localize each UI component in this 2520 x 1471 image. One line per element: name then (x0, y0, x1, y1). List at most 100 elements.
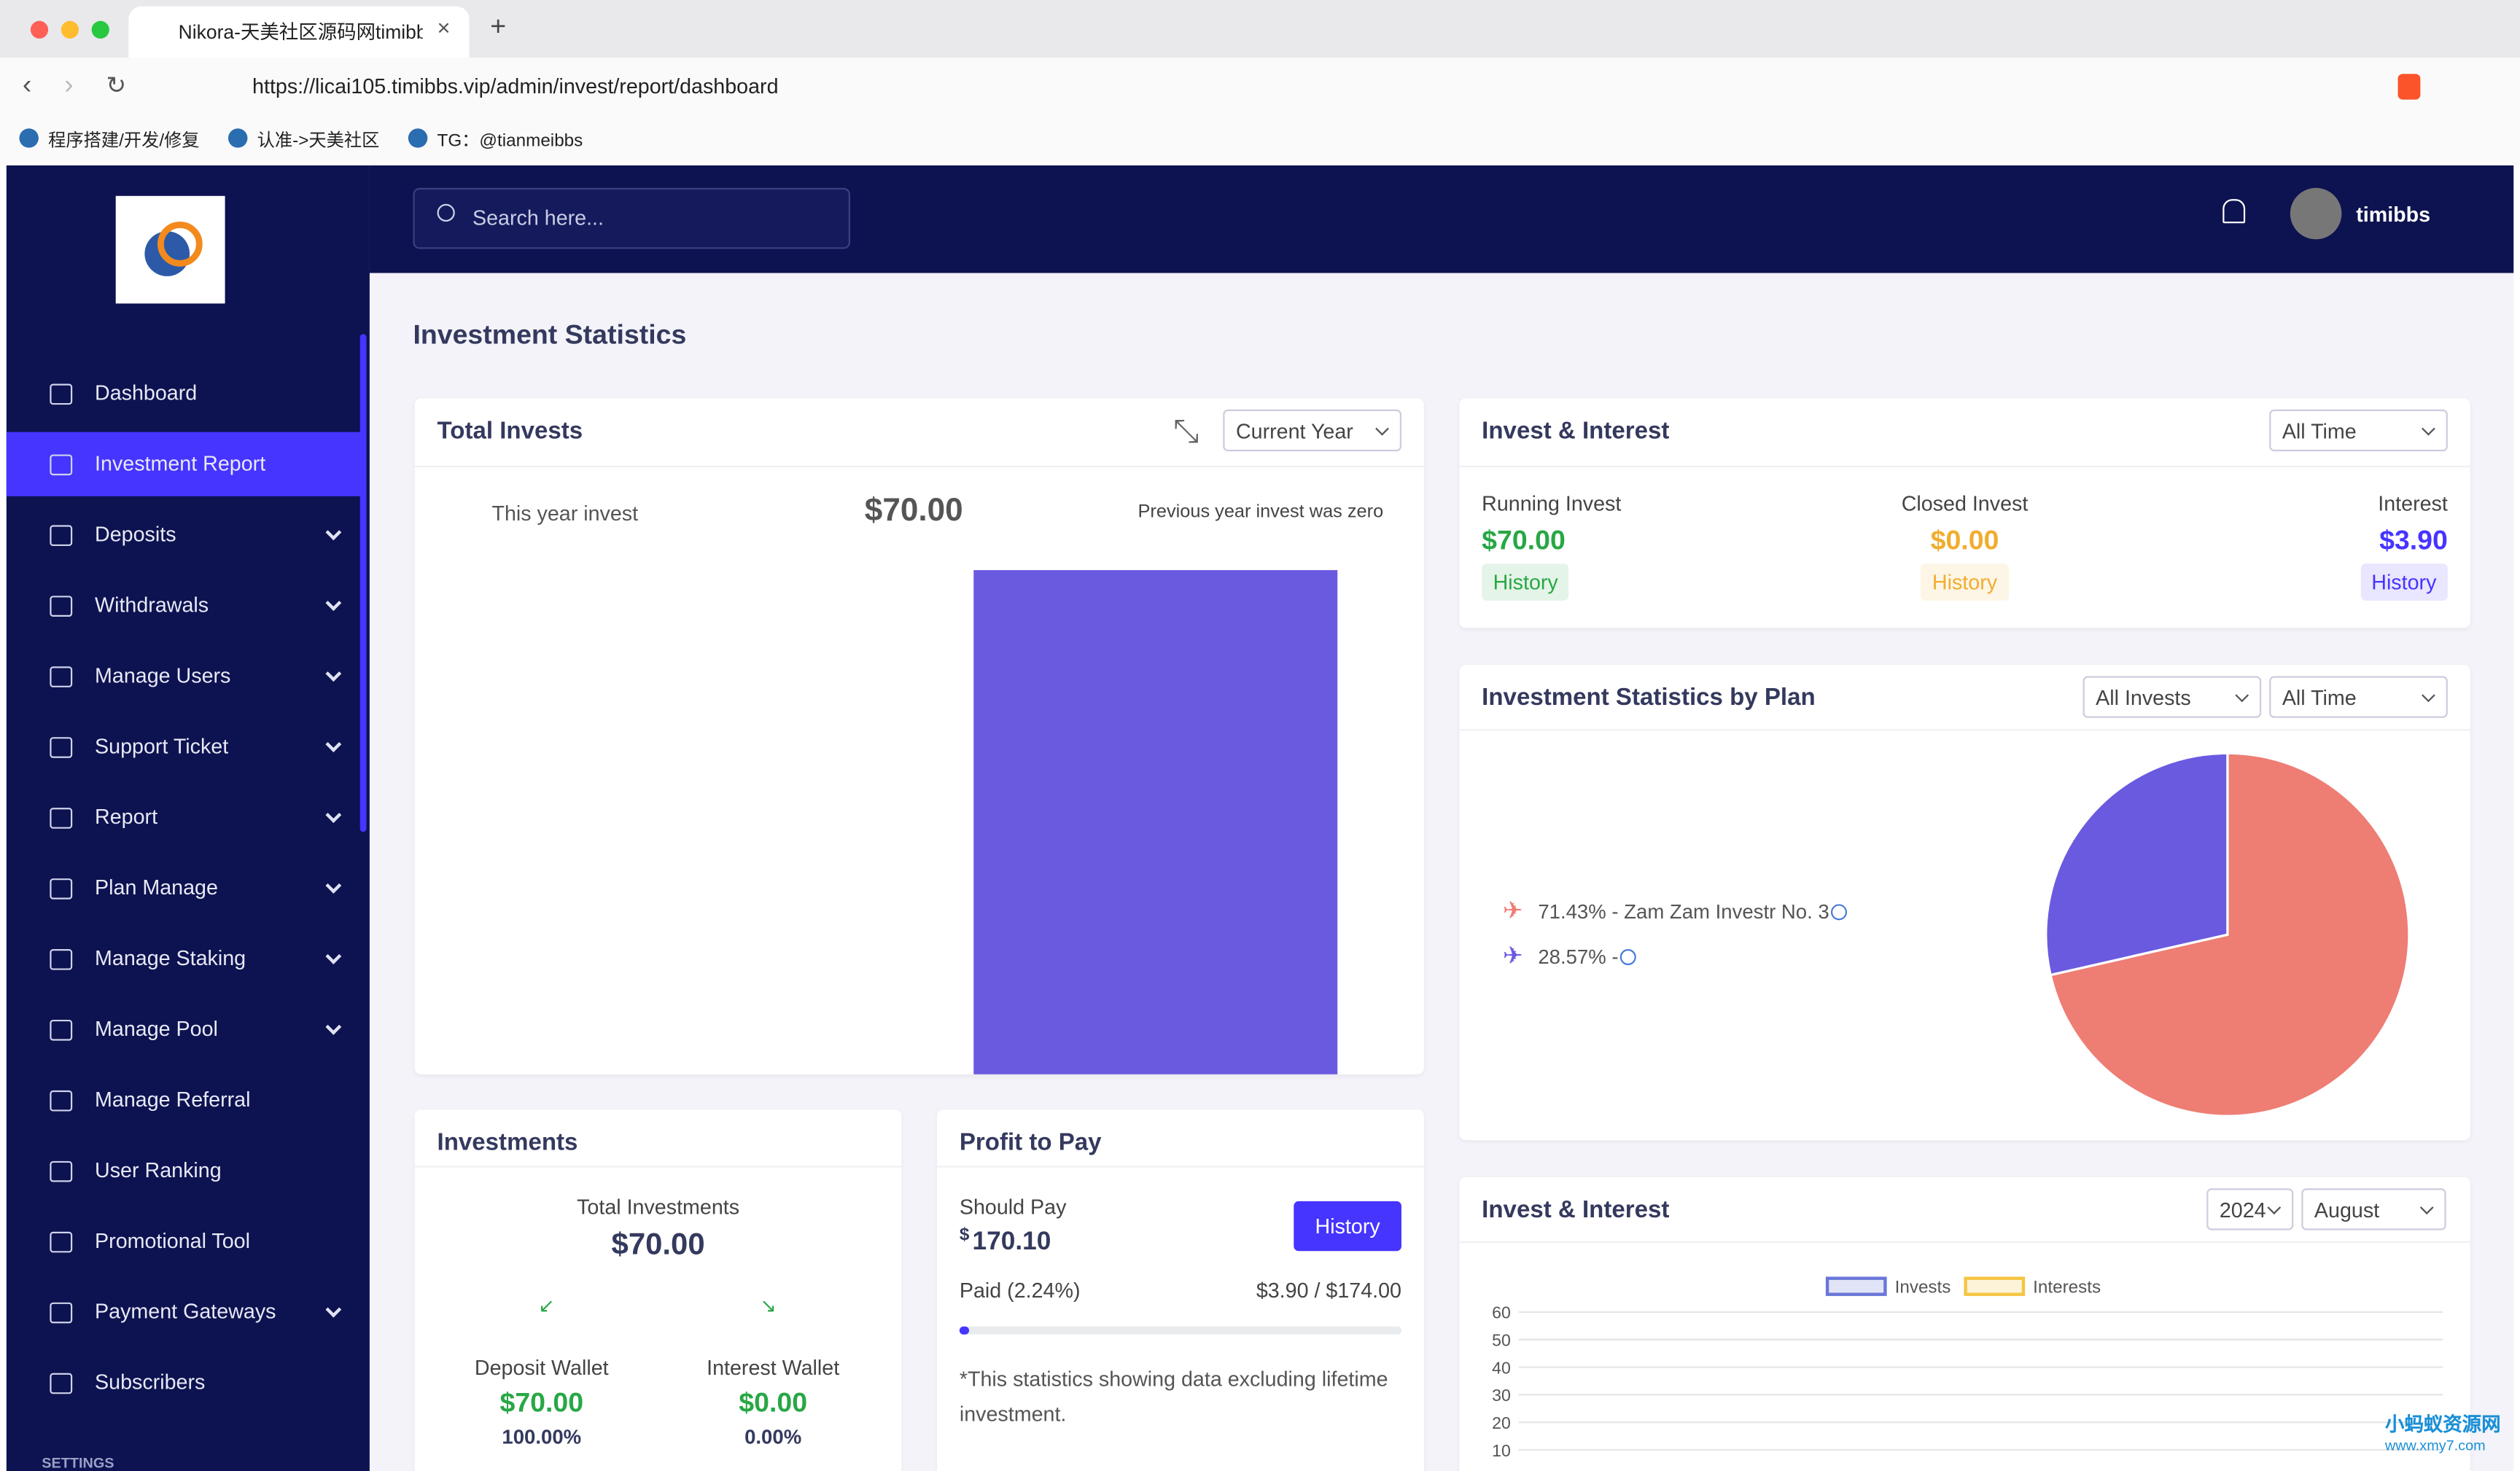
menu-label: Dashboard (95, 381, 198, 405)
card-title: Profit to Pay (959, 1128, 1102, 1157)
logo[interactable] (115, 195, 225, 304)
stat-label: Closed Invest (1901, 491, 2029, 516)
stat-label: Running Invest (1482, 491, 1622, 516)
month-select[interactable]: August (2301, 1188, 2446, 1230)
bookmark[interactable]: TG：@tianmeibbs (437, 131, 583, 152)
menu-label: Report (95, 804, 158, 829)
history-button[interactable]: History (1294, 1201, 1401, 1252)
tab-close[interactable]: × (437, 14, 451, 41)
legend-label: Interests (2033, 1278, 2101, 1298)
reload[interactable]: ↻ (106, 72, 127, 100)
filter-select[interactable]: All Time (2269, 676, 2448, 718)
y-tick-label: 30 (1492, 1386, 1511, 1405)
menu-item[interactable]: Promotional Tool (7, 1209, 363, 1273)
period-select[interactable]: Current Year (1223, 409, 1401, 452)
back[interactable]: ‹ (22, 69, 32, 100)
chevron (325, 666, 342, 682)
label: Paid (2.24%) (959, 1278, 1081, 1303)
new-tab[interactable]: + (490, 11, 507, 42)
menu-label: Withdrawals (95, 592, 209, 617)
menu-item[interactable]: Investment Report (6, 432, 364, 496)
search[interactable] (413, 187, 850, 249)
menu-label: Support Ticket (95, 733, 229, 758)
bell[interactable] (2222, 199, 2246, 224)
wallet-value: $70.00 (499, 1387, 584, 1419)
menu-item[interactable]: Manage Pool (7, 997, 363, 1061)
bookmark[interactable]: 认准->天美社区 (257, 131, 380, 152)
menu-icon (50, 454, 73, 476)
collapse-icon[interactable]: ⤡ (1172, 414, 1199, 450)
menu-item[interactable]: Report (7, 785, 363, 849)
bookmark-icon (408, 128, 428, 148)
legend-icon: ✈ (1503, 943, 1523, 969)
menu-icon (50, 1373, 73, 1394)
info-icon (1619, 949, 1636, 966)
investments-card: Investments Total Investments $70.00 ↙ ↘… (414, 1109, 902, 1471)
menu-item[interactable]: Payment Gateways (7, 1280, 363, 1344)
menu-icon (50, 1090, 73, 1112)
menu-icon (50, 383, 73, 405)
menu-item[interactable]: Manage Users (7, 644, 363, 708)
avatar[interactable] (2290, 187, 2342, 240)
chevron (325, 878, 342, 894)
menu-label: Manage Pool (95, 1016, 218, 1041)
url[interactable]: https://licai105.timibbs.vip/admin/inves… (252, 74, 779, 98)
menu-item[interactable]: Dashboard (7, 362, 363, 426)
chevron (325, 948, 342, 964)
bar-chart (973, 570, 1338, 1074)
chevron (325, 595, 342, 612)
menu-label: Payment Gateways (95, 1299, 276, 1324)
menu-label: Investment Report (95, 451, 266, 476)
card-title: Investments (437, 1128, 578, 1157)
menu-icon (50, 808, 73, 829)
menu-label: Promotional Tool (95, 1228, 250, 1253)
menu-item[interactable]: Deposits (7, 503, 363, 567)
tab-title: Nikora-天美社区源码网timibbs (178, 20, 423, 44)
search-icon (437, 203, 455, 222)
legend-swatch (1825, 1276, 1887, 1296)
value: $3.90 / $174.00 (1256, 1278, 1401, 1303)
legend-icon: ✈ (1503, 897, 1523, 924)
year-select[interactable]: 2024 (2206, 1188, 2294, 1230)
username[interactable]: timibbs (2356, 202, 2431, 227)
stat-value: $3.90 (2379, 525, 2448, 556)
chevron (325, 524, 342, 541)
history-wrap: History (2360, 563, 2448, 601)
menu-label: Manage Staking (95, 945, 246, 970)
note: Previous year invest was zero (1138, 502, 1384, 523)
section-label: SETTINGS (42, 1455, 114, 1471)
menu-label: Manage Referral (95, 1087, 251, 1112)
menu-icon (50, 1019, 73, 1041)
filter-select[interactable]: All Invests (2082, 676, 2262, 718)
history-button[interactable]: History (1921, 563, 2009, 601)
menu-label: Deposits (95, 522, 176, 547)
menu-item[interactable]: Manage Staking (7, 926, 363, 991)
brave-icon[interactable] (2398, 74, 2421, 100)
bookmark-icon (228, 128, 248, 148)
legend-label: 71.43% - Zam Zam Investr No. 3 (1538, 900, 1829, 923)
scrollbar (359, 334, 367, 832)
history-button[interactable]: History (2360, 563, 2448, 601)
chevron (325, 1018, 342, 1035)
menu-item[interactable]: Manage Referral (7, 1068, 363, 1132)
tab[interactable] (128, 6, 470, 58)
menu-item[interactable]: Subscribers (7, 1351, 363, 1415)
menu-item[interactable]: Withdrawals (7, 574, 363, 638)
period-select[interactable]: All Time (2269, 409, 2448, 452)
value: $70.00 (611, 1228, 705, 1263)
pie-slice (2049, 752, 2411, 1117)
chevron (325, 807, 342, 823)
menu-item[interactable]: User Ranking (7, 1139, 363, 1203)
card-title: Total Invests (437, 417, 583, 445)
menu-label: Subscribers (95, 1370, 206, 1394)
y-tick-label: 60 (1492, 1303, 1511, 1322)
menu-item[interactable]: Support Ticket (7, 714, 363, 779)
value: 170.10 (972, 1228, 1051, 1256)
menu-item[interactable]: Plan Manage (7, 856, 363, 920)
forward[interactable]: › (64, 69, 74, 100)
note: *This statistics showing data excluding … (959, 1366, 1388, 1427)
history-button[interactable]: History (1482, 563, 1570, 601)
menu-icon (50, 666, 73, 687)
y-tick-label: 50 (1492, 1331, 1511, 1350)
bookmark[interactable]: 程序搭建/开发/修复 (48, 131, 200, 152)
